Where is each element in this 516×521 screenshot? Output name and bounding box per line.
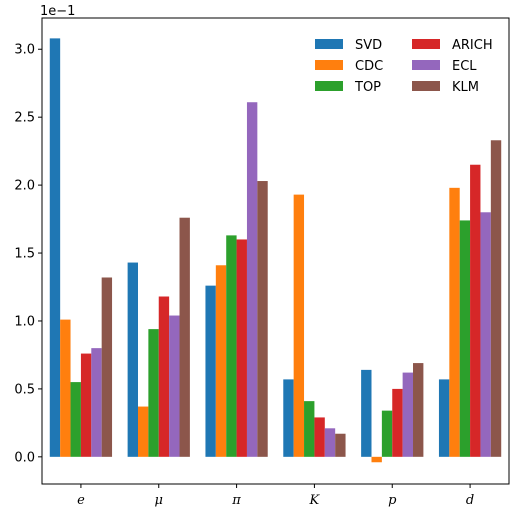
x-tick-label: π — [231, 493, 241, 508]
bar-ecl-5 — [480, 212, 491, 457]
bar-klm-0 — [101, 277, 113, 457]
bar-arich-3 — [314, 417, 325, 457]
bar-arich-5 — [470, 164, 481, 457]
legend: SVD CDC TOP ARICH ECL KLM — [315, 38, 493, 95]
bar-top-4 — [381, 410, 393, 457]
legend-swatch-ecl — [412, 60, 440, 70]
bar-cdc-5 — [449, 187, 460, 457]
legend-swatch-top — [315, 81, 343, 91]
legend-label-arich: ARICH — [452, 38, 493, 53]
bar-klm-5 — [490, 140, 502, 457]
bar-arich-4 — [392, 388, 403, 457]
bar-svd-4 — [361, 369, 372, 457]
bar-svd-1 — [127, 262, 138, 457]
y-scale-label: 1e−1 — [40, 4, 75, 19]
legend-label-top: TOP — [354, 80, 381, 95]
legend-swatch-klm — [412, 81, 440, 91]
bar-cdc-2 — [215, 265, 227, 457]
legend-label-svd: SVD — [355, 38, 382, 53]
y-tick-label: 3.0 — [14, 43, 35, 58]
legend-label-klm: KLM — [452, 80, 479, 95]
bar-ecl-2 — [246, 102, 258, 457]
legend-swatch-cdc — [315, 60, 343, 70]
bar-arich-0 — [80, 353, 92, 457]
bar-top-2 — [226, 235, 237, 457]
y-tick-label: 2.0 — [14, 179, 35, 194]
bar-ecl-1 — [169, 315, 180, 457]
y-tick-label: 1.0 — [14, 314, 35, 329]
plot-frame — [41, 17, 510, 485]
legend-label-cdc: CDC — [355, 59, 383, 74]
bar-ecl-4 — [402, 372, 414, 457]
bar-svd-2 — [205, 285, 216, 457]
bar-svd-3 — [283, 379, 294, 457]
x-tick-label: e — [77, 493, 85, 508]
x-tick-label: p — [388, 493, 397, 508]
y-tick-label: 2.5 — [14, 111, 35, 126]
legend-label-ecl: ECL — [452, 59, 477, 74]
x-tick-label: d — [466, 493, 474, 508]
bar-ecl-0 — [91, 348, 102, 457]
bar-klm-3 — [335, 433, 346, 457]
legend-swatch-svd — [315, 39, 343, 49]
bar-top-0 — [70, 382, 81, 457]
bar-cdc-0 — [60, 319, 71, 457]
bars-layer — [49, 38, 502, 463]
y-tick-label: 0.0 — [14, 450, 35, 465]
bar-top-3 — [304, 401, 315, 457]
bar-cdc-3 — [293, 194, 305, 457]
bar-klm-4 — [413, 363, 424, 457]
y-tick-label: 1.5 — [14, 247, 35, 262]
bar-cdc-4 — [371, 456, 382, 463]
bar-ecl-3 — [324, 428, 336, 457]
bar-top-1 — [148, 329, 159, 457]
y-axis: 0.0 0.5 1.0 1.5 2.0 2.5 3.0 — [14, 43, 42, 465]
legend-swatch-arich — [412, 39, 440, 49]
bar-cdc-1 — [137, 406, 149, 457]
bar-svd-5 — [438, 379, 450, 457]
bar-klm-2 — [257, 181, 268, 457]
x-tick-label: K — [309, 493, 321, 508]
bar-klm-1 — [179, 217, 190, 457]
y-tick-label: 0.5 — [14, 382, 35, 397]
bar-top-5 — [459, 220, 471, 457]
bar-arich-1 — [158, 296, 170, 457]
bar-arich-2 — [236, 239, 247, 457]
x-tick-label: μ — [155, 493, 163, 508]
bar-svd-0 — [49, 38, 61, 457]
